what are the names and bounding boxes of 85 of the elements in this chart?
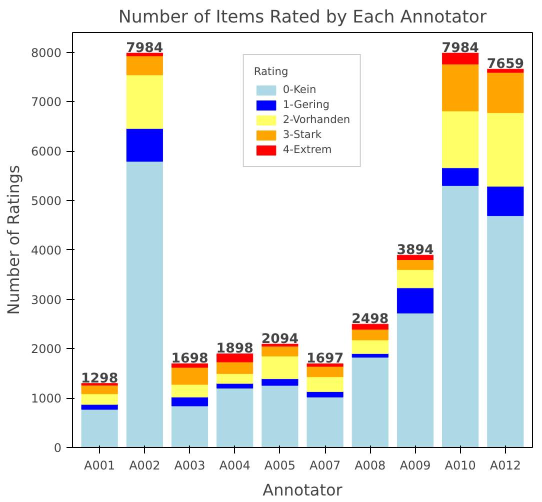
bar (487, 72, 524, 114)
bar (81, 394, 118, 405)
legend-label: 1-Gering (282, 98, 330, 111)
bar (171, 396, 208, 406)
bar (487, 68, 524, 73)
total-label: 3894 (396, 243, 434, 258)
x-tick-label: A004 (219, 458, 250, 472)
y-tick-label: 3000 (30, 292, 62, 307)
total-label: 1298 (81, 371, 118, 386)
bar (216, 362, 254, 374)
bar (352, 329, 388, 340)
y-tick-label: 1000 (30, 392, 62, 406)
x-tick-label: A012 (490, 458, 522, 472)
x-tick-label: A001 (84, 458, 116, 472)
bar (396, 269, 434, 288)
bar (126, 161, 163, 448)
bar (306, 366, 344, 378)
bar (352, 340, 388, 354)
bar (487, 216, 524, 448)
bar (216, 353, 254, 362)
total-label: 7984 (126, 41, 164, 56)
bar (396, 288, 434, 314)
bar (81, 409, 118, 448)
y-tick-label: 5000 (30, 194, 62, 208)
bar (126, 52, 163, 56)
bar (216, 373, 254, 384)
y-tick-label: 4000 (30, 243, 62, 258)
bar (171, 363, 208, 368)
bar (442, 185, 479, 448)
total-label: 7984 (442, 41, 479, 56)
bar (306, 363, 344, 367)
bar (262, 346, 298, 356)
bar (442, 168, 479, 186)
y-tick-label: 7000 (30, 95, 62, 110)
bar (487, 186, 524, 216)
y-tick-label: 6000 (30, 144, 62, 159)
total-label: 7659 (486, 57, 524, 72)
total-label: 1898 (216, 342, 254, 357)
bar (171, 367, 208, 385)
total-label: 1698 (171, 352, 208, 367)
bar (171, 384, 208, 398)
bar (262, 378, 298, 386)
x-tick-label: A007 (309, 458, 341, 472)
legend-label: 2-Vorhanden (282, 113, 350, 126)
y-tick-label: 8000 (30, 46, 62, 60)
bar (171, 406, 208, 448)
y-axis-title: Number of Ratings (4, 165, 23, 315)
x-tick-label: A002 (129, 458, 160, 472)
bar (262, 385, 298, 448)
bar (306, 396, 344, 448)
bar (306, 391, 344, 398)
bar (442, 110, 479, 168)
bar (262, 344, 298, 346)
bar (352, 324, 388, 330)
x-axis-title: Annotator (262, 480, 343, 500)
y-tick-label: 2000 (30, 342, 62, 356)
x-tick-label: A009 (400, 458, 431, 472)
x-tick-label: A008 (354, 458, 386, 472)
bar (442, 64, 479, 112)
bar (306, 376, 344, 392)
chart-title: Number of Items Rated by Each Annotator (118, 8, 488, 28)
total-label: 2094 (261, 332, 299, 348)
bar (396, 312, 434, 448)
legend-title: Rating (254, 65, 290, 78)
legend-label: 0-Kein (282, 83, 316, 96)
bar (396, 254, 434, 260)
bar (352, 357, 388, 448)
bar (126, 74, 163, 129)
legend-label: 3-Stark (282, 128, 322, 141)
x-tick-label: A005 (264, 458, 296, 472)
bar (81, 404, 118, 410)
bar (216, 388, 254, 448)
y-tick-label: 0 (54, 441, 62, 455)
bar (126, 128, 163, 162)
x-tick-label: A003 (174, 458, 206, 472)
bar (126, 56, 163, 76)
bar (396, 260, 434, 270)
x-tick-label: A010 (444, 458, 476, 472)
total-label: 1697 (306, 352, 344, 367)
bar (442, 52, 479, 64)
bar (262, 356, 298, 380)
bar (81, 385, 118, 394)
legend-label: 4-Extrem (282, 143, 332, 156)
bar (487, 112, 524, 187)
total-label: 2498 (352, 312, 389, 328)
